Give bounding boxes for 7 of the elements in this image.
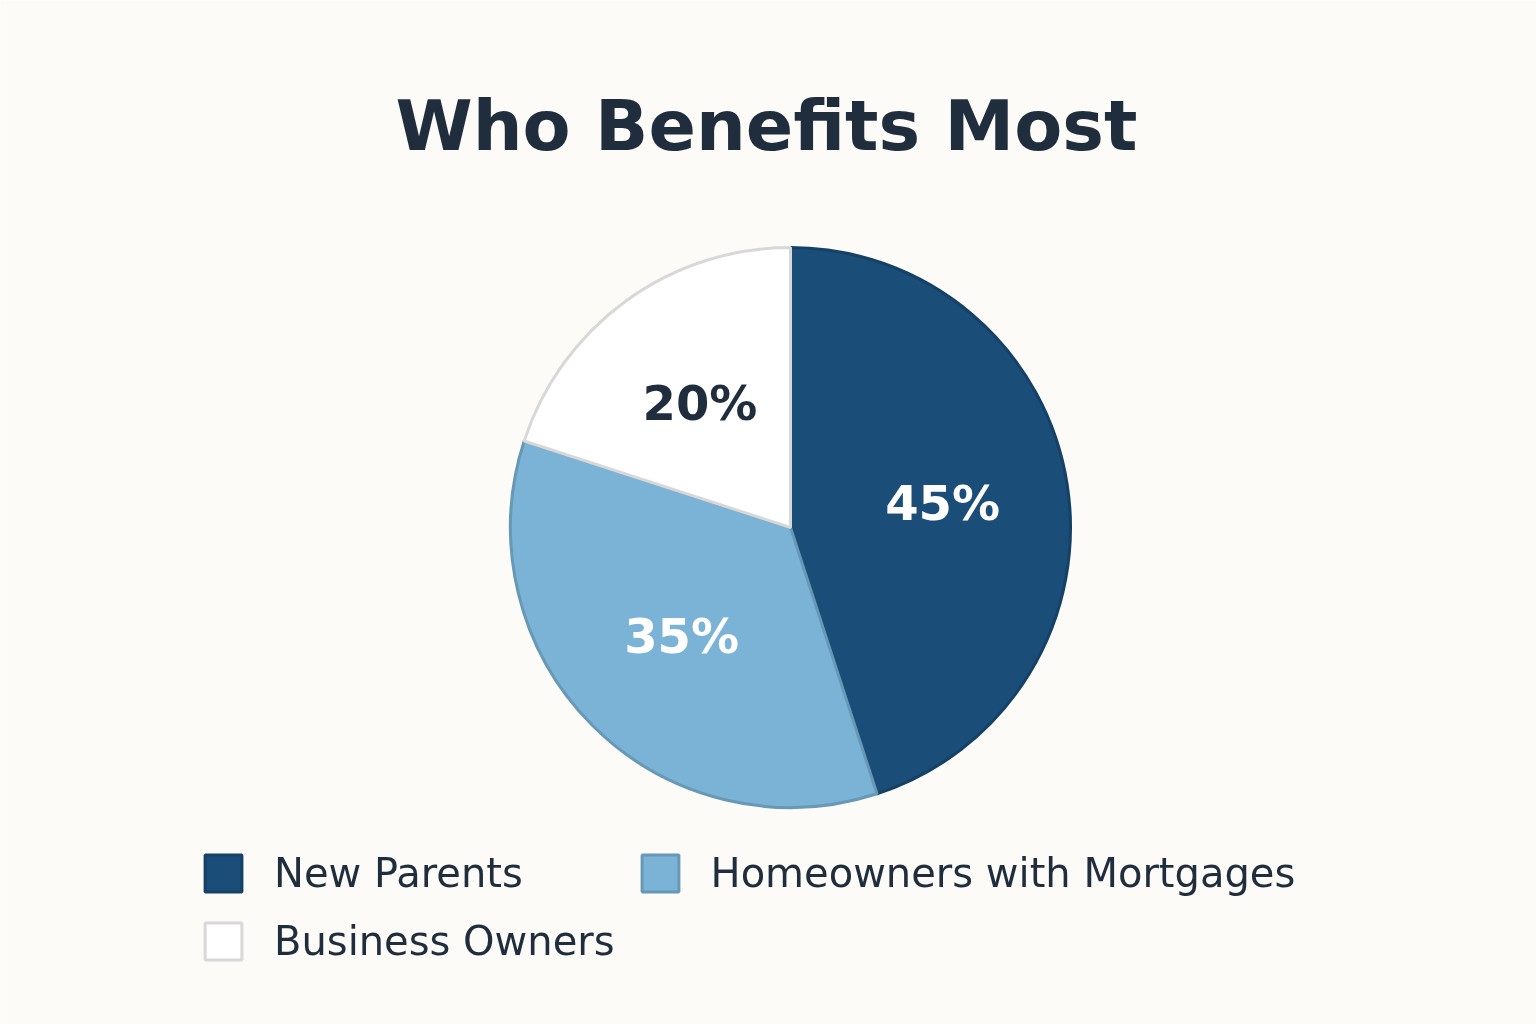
legend-label: Business Owners: [274, 918, 615, 964]
legend-label: New Parents: [274, 850, 523, 896]
data-label: 35%: [624, 608, 740, 665]
chart-title: Who Benefits Most: [395, 84, 1138, 167]
data-label: 45%: [885, 475, 1001, 532]
data-label: 20%: [642, 374, 758, 431]
legend-label: Homeowners with Mortgages: [710, 850, 1296, 896]
